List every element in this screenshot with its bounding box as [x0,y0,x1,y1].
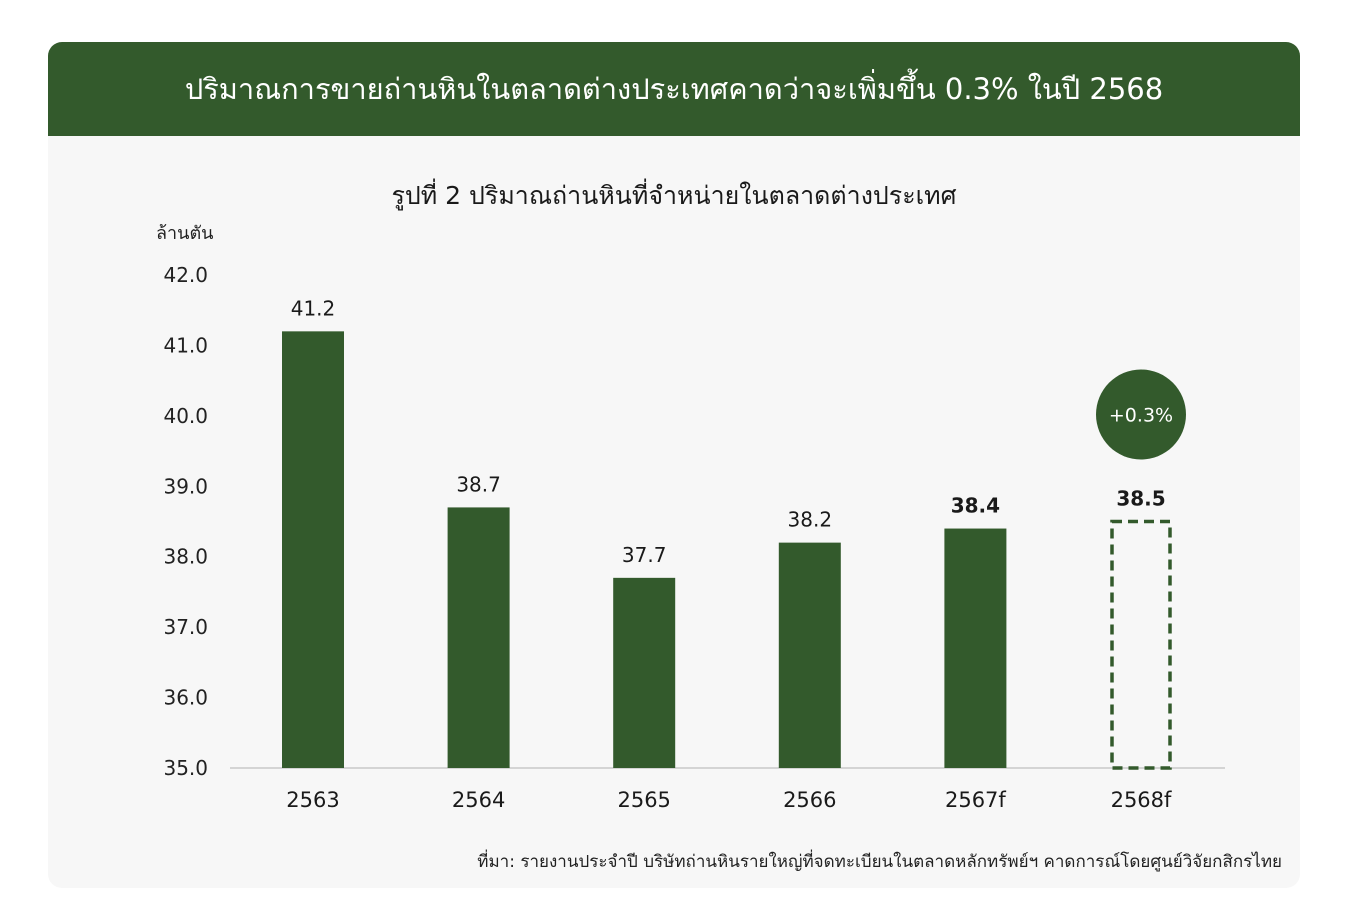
y-tick-label: 35.0 [163,756,208,780]
bar [944,528,1007,768]
x-tick-label: 2564 [452,788,505,812]
bar [613,577,676,768]
growth-badge [1096,369,1186,460]
bar [282,331,344,768]
bar [778,542,841,768]
bar-value-label: 38.5 [1116,487,1165,511]
source-note: ที่มา: รายงานประจำปี บริษัทถ่านหินรายใหญ… [477,852,1282,872]
bar-value-label: 41.2 [291,296,336,320]
x-tick-label: 2563 [286,788,339,812]
bar-forecast [1110,519,1172,770]
y-tick-label: 37.0 [163,615,208,639]
bar-value-label: 38.7 [456,472,501,496]
bar-value-label: 37.7 [622,543,667,567]
x-tick-label: 2568f [1111,788,1172,812]
chart-title: รูปที่ 2 ปริมาณถ่านหินที่จำหน่ายในตลาดต่… [391,181,957,210]
y-tick-label: 40.0 [163,404,208,428]
growth-badge-label: +0.3% [1109,405,1173,427]
y-tick-label: 42.0 [163,263,208,287]
y-tick-label: 36.0 [163,686,208,710]
x-tick-label: 2565 [617,788,670,812]
bar-value-label: 38.4 [951,494,1000,518]
banner-title: ปริมาณการขายถ่านหินในตลาดต่างประเทศคาดว่… [48,42,1300,136]
y-tick-label: 41.0 [163,333,208,357]
bar-value-label: 38.2 [788,508,833,532]
x-tick-label: 2566 [783,788,836,812]
bar [447,507,510,768]
x-tick-label: 2567f [945,788,1006,812]
y-tick-label: 39.0 [163,474,208,498]
y-tick-label: 38.0 [163,545,208,569]
y-axis-unit-label: ล้านตัน [156,223,214,244]
